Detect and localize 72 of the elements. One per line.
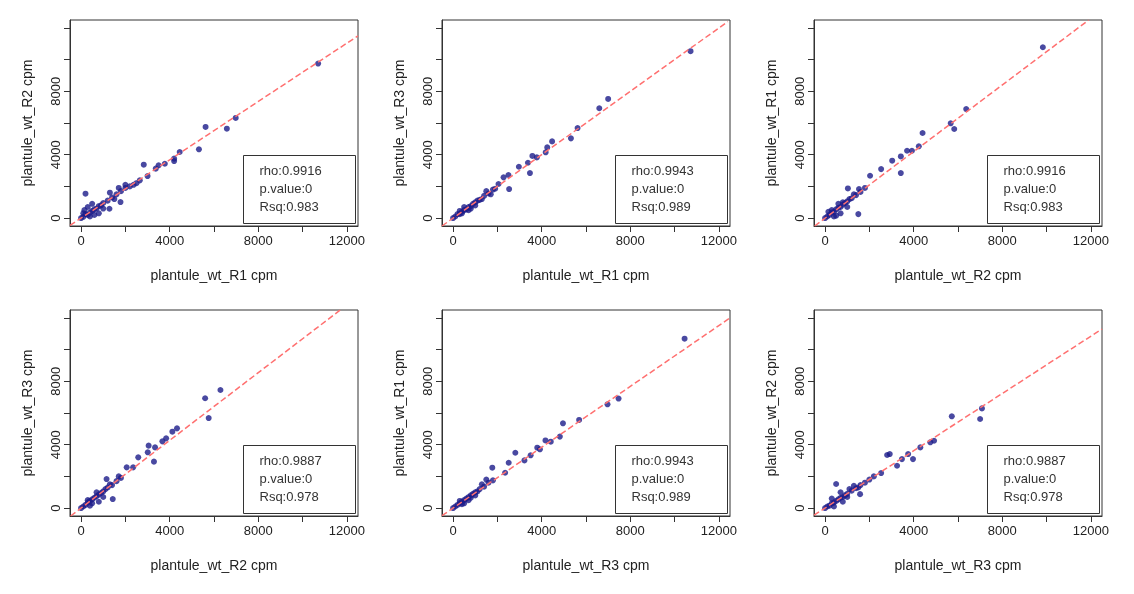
- annotation: p.value:0: [631, 470, 685, 486]
- x-axis-title: plantule_wt_R3 cpm: [894, 557, 1022, 573]
- y-axis-title: plantule_wt_R1 cpm: [763, 59, 779, 187]
- annotation: rho:0.9943: [631, 452, 694, 468]
- y-axis-title: plantule_wt_R3 cpm: [19, 349, 35, 477]
- annotation: rho:0.9943: [631, 162, 694, 178]
- x-tick-label: 8000: [615, 523, 645, 538]
- y-tick-label: 8000: [420, 366, 435, 396]
- x-axis-title: plantule_wt_R2 cpm: [150, 557, 278, 573]
- y-tick-label: 4000: [420, 430, 435, 460]
- x-tick-label: 0: [821, 233, 829, 248]
- x-tick-label: 4000: [899, 233, 929, 248]
- x-tick-label: 0: [449, 233, 457, 248]
- x-tick-label: 0: [77, 233, 85, 248]
- annotation: rho:0.9887: [1003, 452, 1066, 468]
- x-axis-title: plantule_wt_R1 cpm: [150, 267, 278, 283]
- annotation: Rsq:0.978: [1003, 488, 1063, 504]
- y-tick-label: 8000: [792, 76, 807, 106]
- annotation: p.value:0: [259, 180, 313, 196]
- x-tick-label: 12000: [700, 233, 737, 248]
- y-tick-label: 8000: [420, 76, 435, 106]
- x-tick-label: 4000: [527, 523, 557, 538]
- y-axis-title: plantule_wt_R3 cpm: [391, 59, 407, 187]
- y-tick-label: 0: [420, 214, 435, 222]
- x-tick-label: 12000: [1072, 233, 1109, 248]
- x-axis-title: plantule_wt_R3 cpm: [522, 557, 650, 573]
- y-tick-label: 4000: [48, 140, 63, 170]
- x-tick-label: 12000: [700, 523, 737, 538]
- annotation: p.value:0: [259, 470, 313, 486]
- y-tick-label: 4000: [792, 430, 807, 460]
- x-tick-label: 0: [821, 523, 829, 538]
- x-tick-label: 12000: [1072, 523, 1109, 538]
- y-tick-label: 0: [792, 504, 807, 512]
- annotation: rho:0.9916: [1003, 162, 1066, 178]
- annotation: Rsq:0.989: [631, 488, 691, 504]
- x-tick-label: 8000: [615, 233, 645, 248]
- x-tick-label: 4000: [899, 523, 929, 538]
- x-tick-label: 4000: [527, 233, 557, 248]
- y-tick-label: 0: [48, 214, 63, 222]
- y-tick-label: 4000: [420, 140, 435, 170]
- annotation: Rsq:0.978: [259, 488, 319, 504]
- annotation: rho:0.9887: [259, 452, 322, 468]
- x-axis-title: plantule_wt_R2 cpm: [894, 267, 1022, 283]
- annotation: Rsq:0.989: [631, 198, 691, 214]
- annotation: Rsq:0.983: [1003, 198, 1063, 214]
- y-tick-label: 0: [48, 504, 63, 512]
- annotation: p.value:0: [631, 180, 685, 196]
- x-axis-title: plantule_wt_R1 cpm: [522, 267, 650, 283]
- annotation: rho:0.9916: [259, 162, 322, 178]
- annotation: p.value:0: [1003, 180, 1057, 196]
- annotation: p.value:0: [1003, 470, 1057, 486]
- annotation: Rsq:0.983: [259, 198, 319, 214]
- x-tick-label: 4000: [155, 233, 185, 248]
- y-tick-label: 8000: [48, 76, 63, 106]
- x-tick-label: 4000: [155, 523, 185, 538]
- x-tick-label: 8000: [243, 523, 273, 538]
- x-tick-label: 8000: [243, 233, 273, 248]
- y-axis-title: plantule_wt_R1 cpm: [391, 349, 407, 477]
- x-tick-label: 0: [449, 523, 457, 538]
- y-axis-title: plantule_wt_R2 cpm: [763, 349, 779, 477]
- x-tick-label: 0: [77, 523, 85, 538]
- x-tick-label: 8000: [987, 523, 1017, 538]
- x-tick-label: 12000: [328, 233, 365, 248]
- y-tick-label: 4000: [792, 140, 807, 170]
- y-axis-title: plantule_wt_R2 cpm: [19, 59, 35, 187]
- x-tick-label: 8000: [987, 233, 1017, 248]
- y-tick-label: 0: [792, 214, 807, 222]
- y-tick-label: 8000: [48, 366, 63, 396]
- y-tick-label: 0: [420, 504, 435, 512]
- y-tick-label: 8000: [792, 366, 807, 396]
- x-tick-label: 12000: [328, 523, 365, 538]
- y-tick-label: 4000: [48, 430, 63, 460]
